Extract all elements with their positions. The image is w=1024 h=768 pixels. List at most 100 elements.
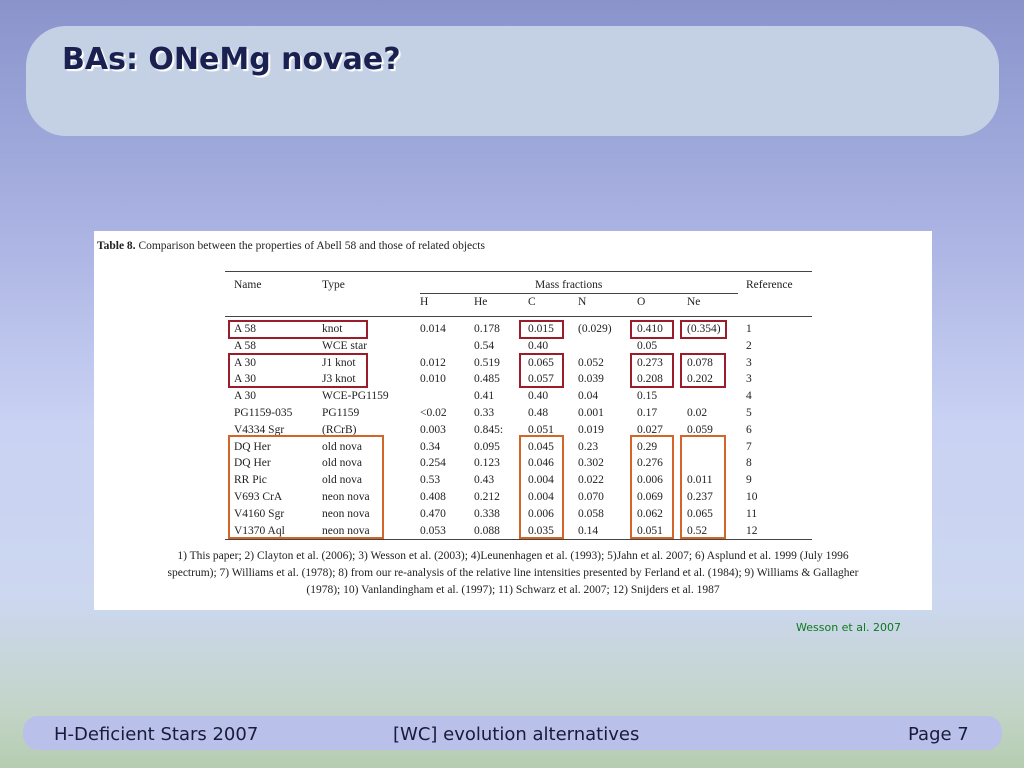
cell-o: 0.276 — [637, 457, 663, 470]
cell-he: 0.178 — [474, 323, 500, 335]
cell-c: 0.051 — [528, 423, 554, 436]
cell-o: 0.15 — [637, 390, 658, 403]
cell-he: 0.123 — [474, 457, 500, 470]
cell-type: old nova — [322, 474, 362, 487]
cell-he: 0.845: — [474, 423, 504, 436]
cell-ref: 8 — [746, 457, 752, 470]
header-reference: Reference — [746, 279, 793, 291]
cell-name: V4160 Sgr — [234, 507, 285, 520]
cell-he: 0.338 — [474, 507, 500, 520]
cell-type: old nova — [322, 457, 362, 470]
cell-o: 0.273 — [637, 356, 663, 369]
cell-he: 0.088 — [474, 524, 500, 537]
highlight-box-novae-o — [630, 435, 674, 539]
cell-ref: 6 — [746, 423, 752, 436]
cell-ref: 9 — [746, 474, 752, 487]
cell-c: 0.006 — [528, 507, 554, 520]
cell-n: 0.022 — [578, 474, 604, 487]
cell-he: 0.54 — [474, 339, 495, 352]
cell-o: 0.051 — [637, 524, 663, 537]
cell-type: WCE-PG1159 — [322, 390, 389, 403]
cell-n: 0.070 — [578, 491, 604, 503]
header-h: H — [420, 296, 429, 308]
cell-type: WCE star — [322, 339, 368, 352]
cell-ne: 0.065 — [687, 507, 713, 520]
cell-name: A 30 — [234, 373, 257, 386]
reference-line: spectrum); 7) Williams et al. (1978); 8)… — [167, 567, 859, 579]
cell-he: 0.095 — [474, 440, 500, 453]
cell-ne: (0.354) — [687, 323, 721, 335]
header-c: C — [528, 296, 536, 308]
header-n: N — [578, 296, 587, 308]
cell-c: 0.48 — [528, 407, 549, 419]
cell-type: PG1159 — [322, 407, 360, 419]
cell-he: 0.485 — [474, 373, 500, 386]
cell-name: DQ Her — [234, 457, 271, 470]
cell-ref: 12 — [746, 524, 758, 537]
cell-he: 0.33 — [474, 407, 495, 419]
cell-ref: 11 — [746, 507, 758, 520]
cell-type: (RCrB) — [322, 423, 357, 436]
reference-line: 1) This paper; 2) Clayton et al. (2006);… — [177, 550, 849, 562]
cell-name: DQ Her — [234, 440, 271, 453]
cell-o: 0.05 — [637, 339, 658, 352]
cell-n: 0.302 — [578, 457, 604, 470]
cell-name: V693 CrA — [234, 491, 283, 503]
cell-ne: 0.52 — [687, 524, 708, 537]
cell-c: 0.057 — [528, 373, 554, 386]
header-ne: Ne — [687, 296, 701, 308]
cell-h: 0.470 — [420, 507, 446, 520]
cell-ne: 0.078 — [687, 356, 713, 369]
table-caption-label: Table 8. — [97, 240, 136, 252]
cell-he: 0.43 — [474, 474, 495, 487]
cell-type: J3 knot — [322, 373, 356, 386]
table-references: 1) This paper; 2) Clayton et al. (2006);… — [94, 548, 932, 599]
cell-ne: 0.011 — [687, 474, 713, 487]
cell-h: <0.02 — [420, 407, 447, 419]
cell-o: 0.410 — [637, 323, 663, 335]
cell-h: 0.34 — [420, 440, 441, 453]
cell-c: 0.035 — [528, 524, 554, 537]
cell-type: old nova — [322, 440, 362, 453]
cell-ref: 7 — [746, 440, 752, 453]
cell-h: 0.254 — [420, 457, 446, 470]
cell-o: 0.069 — [637, 491, 663, 503]
cell-he: 0.41 — [474, 390, 495, 403]
cell-name: V1370 Aql — [234, 524, 285, 537]
cell-ref: 4 — [746, 390, 752, 403]
cell-he: 0.519 — [474, 356, 500, 369]
table-top-rule — [225, 271, 812, 272]
cell-n: 0.058 — [578, 507, 604, 520]
footer-page-number: Page 7 — [908, 724, 969, 745]
highlight-box-a58-name — [228, 320, 368, 339]
cell-o: 0.062 — [637, 507, 663, 520]
cell-ref: 10 — [746, 491, 758, 503]
reference-line: (1978); 10) Vanlandingham et al. (1997);… — [306, 584, 720, 596]
table-bottom-rule — [225, 539, 812, 540]
cell-ne: 0.059 — [687, 423, 713, 436]
table-header-rule — [225, 316, 812, 317]
cell-h: 0.53 — [420, 474, 441, 487]
cell-ref: 5 — [746, 407, 752, 419]
footer-center: [WC] evolution alternatives — [393, 724, 640, 745]
cell-type: knot — [322, 323, 343, 335]
cell-ref: 3 — [746, 373, 752, 386]
source-credit: Wesson et al. 2007 — [796, 621, 902, 634]
cell-h: 0.408 — [420, 491, 446, 503]
cell-n: 0.001 — [578, 407, 604, 419]
highlight-box-novae-c — [519, 435, 564, 539]
title-panel — [26, 26, 999, 136]
cell-name: A 30 — [234, 390, 257, 403]
cell-type: neon nova — [322, 491, 370, 503]
highlight-box-a30-o — [630, 353, 674, 388]
cell-name: A 58 — [234, 323, 257, 335]
highlight-box-a30-c — [519, 353, 564, 388]
cell-name: A 58 — [234, 339, 257, 352]
mass-fractions-rule — [420, 293, 738, 294]
cell-o: 0.29 — [637, 440, 658, 453]
cell-type: J1 knot — [322, 356, 356, 369]
cell-ref: 1 — [746, 323, 752, 335]
cell-type: neon nova — [322, 507, 370, 520]
footer-bar — [23, 716, 1002, 750]
highlight-box-novae-ne — [680, 435, 726, 539]
